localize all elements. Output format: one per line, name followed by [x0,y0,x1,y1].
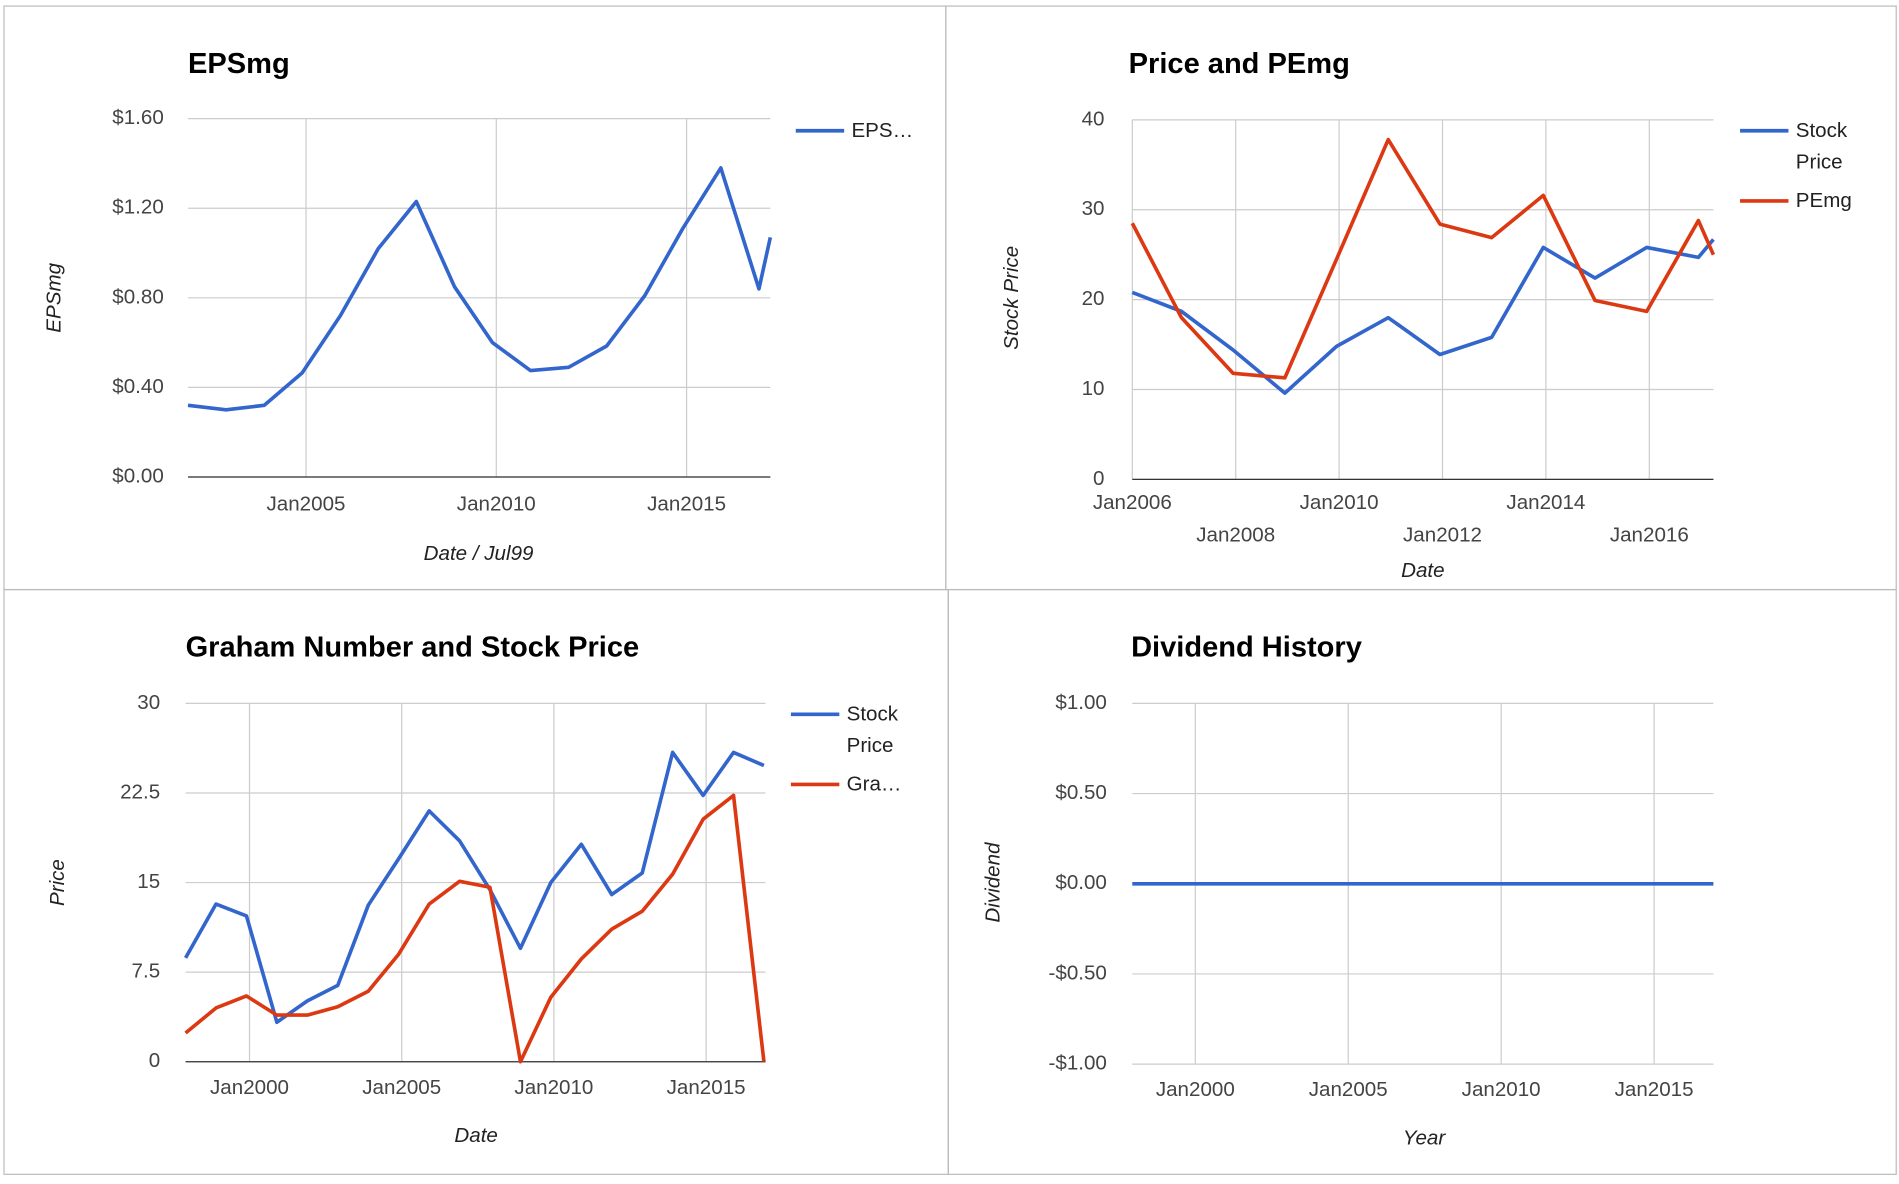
x-axis-label: Date / Jul99 [424,542,534,565]
y-tick-label: $0.40 [112,375,163,398]
panel [947,588,1897,1175]
x-tick-label: Jan2010 [1462,1078,1541,1101]
x-tick-label: Jan2000 [1156,1078,1235,1101]
x-tick-label: Jan2010 [457,492,536,515]
y-axis-label: EPSmg [42,262,65,332]
legend-label: PEmg [1795,188,1852,212]
y-tick-label: 40 [1082,107,1105,130]
legend-label: Stock Price [1795,118,1848,174]
legend-item: EPS… [851,118,914,142]
y-tick-label: 30 [1082,197,1105,220]
y-tick-label: 0 [1093,467,1104,490]
legend-label: Stock Price [846,702,899,757]
x-tick-label: Jan2000 [210,1076,289,1099]
x-tick-label: Jan2005 [1309,1078,1388,1101]
x-axis-label: Date [1401,559,1444,582]
x-axis-label: Year [1403,1127,1446,1150]
x-tick-label: Jan2012 [1403,524,1482,547]
x-tick-label: Jan2005 [362,1076,441,1099]
y-tick-label: $0.00 [112,464,163,487]
y-tick-label: 7.5 [132,960,161,983]
y-tick-label: -$0.50 [1049,961,1107,984]
series-line [184,793,766,1064]
y-tick-label: $1.20 [112,196,163,219]
series-line [184,750,765,1025]
chart-title: Price and PEmg [1129,48,1350,80]
legend-item: Gra… [846,772,902,796]
x-tick-label: Jan2008 [1196,524,1275,547]
x-tick-label: Jan2006 [1093,491,1172,514]
y-tick-label: -$1.00 [1049,1052,1107,1075]
chart-title: EPSmg [188,48,290,80]
x-tick-label: Jan2015 [1615,1078,1694,1101]
legend-label: Gra… [846,772,902,796]
y-tick-label: 22.5 [120,780,160,803]
y-tick-label: 20 [1082,287,1105,310]
legend-item: Stock Price [846,702,899,757]
y-axis-label: Stock Price [1000,246,1023,350]
y-tick-label: 15 [137,870,160,893]
y-axis-label: Price [46,859,69,906]
series-line [1130,137,1716,380]
x-tick-label: Jan2010 [1300,491,1379,514]
legend-label: EPS… [851,118,914,142]
y-tick-label: 10 [1082,377,1105,400]
y-tick-label: $0.80 [112,285,163,308]
chart-title: Dividend History [1131,632,1362,664]
x-axis-label: Date [454,1124,497,1147]
series-line [187,166,773,412]
x-tick-label: Jan2005 [267,492,346,515]
y-tick-label: 0 [149,1049,160,1072]
x-tick-label: Jan2016 [1610,524,1689,547]
y-tick-label: $1.60 [112,106,163,129]
y-tick-label: 30 [137,691,160,714]
x-tick-label: Jan2014 [1506,491,1585,514]
y-tick-label: $1.00 [1055,691,1107,714]
series-line [1131,238,1715,395]
y-tick-label: $0.00 [1055,871,1107,894]
x-tick-label: Jan2015 [647,492,726,515]
legend-item: PEmg [1795,188,1852,212]
x-tick-label: Jan2010 [514,1076,593,1099]
y-tick-label: $0.50 [1055,781,1107,804]
y-axis-label: Dividend [982,842,1005,923]
x-tick-label: Jan2015 [667,1076,746,1099]
chart-title: Graham Number and Stock Price [186,632,640,664]
legend-item: Stock Price [1795,118,1848,174]
